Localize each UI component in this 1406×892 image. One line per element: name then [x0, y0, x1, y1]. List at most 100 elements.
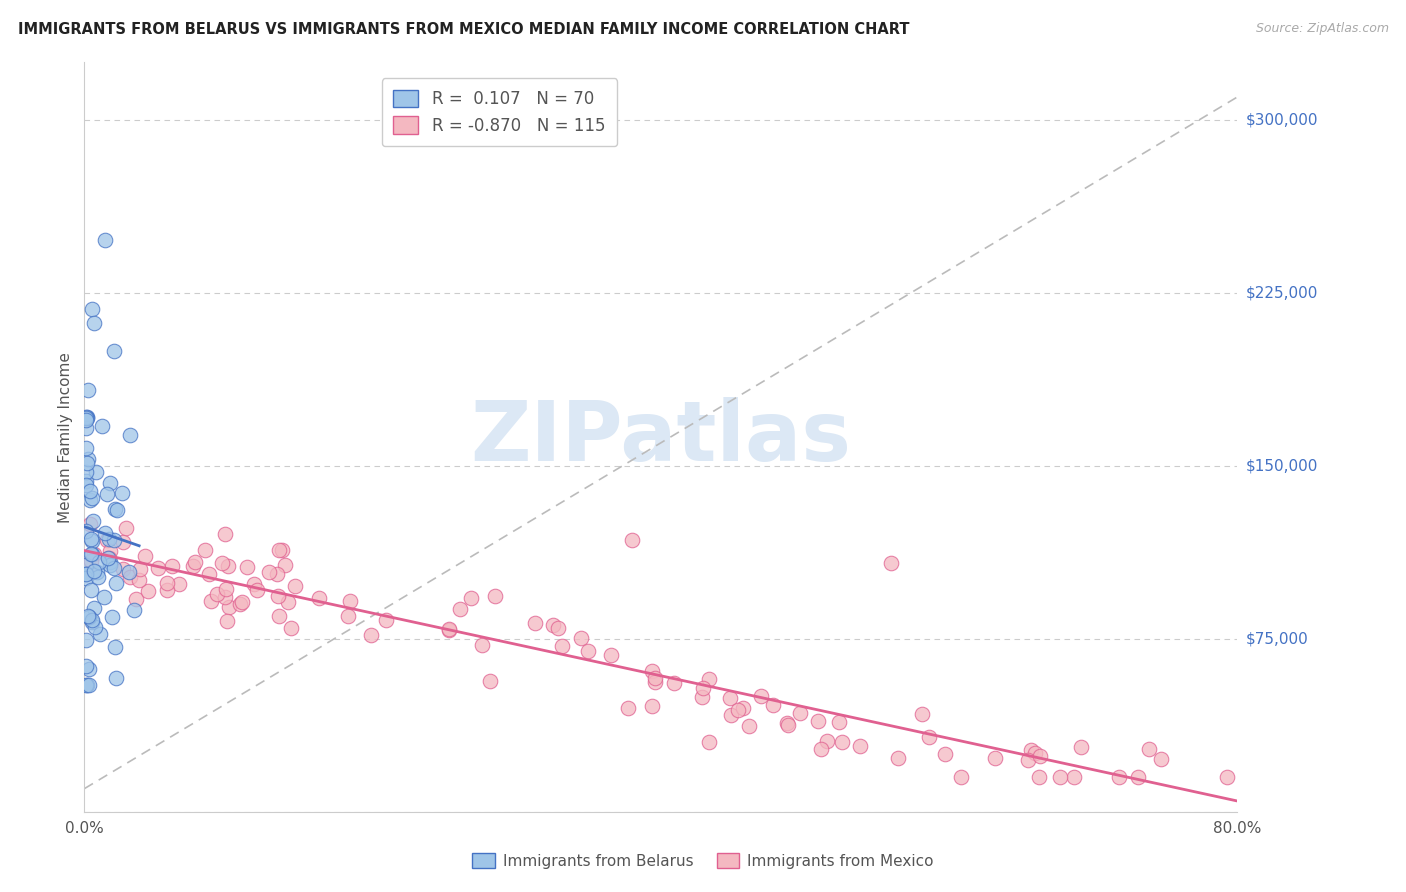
Point — [129, 562, 152, 576]
Point — [86, 569, 108, 583]
Point — [815, 733, 838, 747]
Point — [75, 566, 97, 581]
Point — [79, 554, 101, 568]
Point — [105, 671, 128, 685]
Point — [918, 731, 941, 745]
Point — [664, 676, 686, 690]
Point — [79, 547, 101, 561]
Point — [118, 565, 141, 579]
Point — [198, 566, 221, 581]
Point — [82, 491, 104, 505]
Point — [1028, 770, 1050, 784]
Point — [460, 591, 482, 605]
Point — [75, 571, 97, 585]
Point — [75, 558, 97, 573]
Point — [146, 560, 169, 574]
Text: $300,000: $300,000 — [1246, 112, 1317, 128]
Point — [215, 582, 238, 596]
Point — [949, 770, 972, 784]
Text: $225,000: $225,000 — [1246, 285, 1317, 301]
Point — [1108, 770, 1130, 784]
Point — [274, 558, 297, 572]
Point — [983, 751, 1005, 765]
Point — [82, 514, 104, 528]
Point — [828, 715, 851, 730]
Point — [103, 561, 125, 575]
Point — [75, 678, 97, 692]
Point — [617, 700, 640, 714]
Point — [277, 595, 299, 609]
Point — [880, 556, 903, 570]
Point — [214, 527, 236, 541]
Point — [125, 591, 148, 606]
Point — [97, 533, 120, 547]
Point — [1126, 770, 1149, 784]
Point — [94, 525, 117, 540]
Point — [75, 567, 97, 582]
Point — [89, 626, 111, 640]
Point — [360, 628, 382, 642]
Point — [1028, 749, 1050, 764]
Point — [75, 410, 97, 425]
Point — [104, 640, 127, 654]
Point — [79, 610, 101, 624]
Point — [80, 532, 103, 546]
Point — [218, 599, 240, 614]
Point — [257, 566, 280, 580]
Point — [105, 575, 128, 590]
Point — [831, 735, 853, 749]
Point — [83, 547, 105, 561]
Point — [84, 466, 107, 480]
Point — [231, 595, 253, 609]
Point — [599, 648, 621, 662]
Point — [697, 672, 720, 686]
Point — [104, 502, 127, 516]
Point — [97, 550, 120, 565]
Point — [75, 658, 97, 673]
Point — [75, 524, 97, 538]
Point — [76, 451, 98, 466]
Point — [84, 620, 107, 634]
Point — [789, 706, 811, 721]
Point — [690, 690, 713, 704]
Point — [267, 609, 290, 624]
Point — [1017, 753, 1039, 767]
Point — [775, 715, 797, 730]
Point — [280, 621, 302, 635]
Point — [194, 543, 217, 558]
Point — [778, 718, 800, 732]
Point — [87, 555, 110, 569]
Point — [184, 556, 207, 570]
Point — [1049, 770, 1071, 784]
Point — [524, 615, 547, 630]
Point — [217, 558, 239, 573]
Point — [160, 558, 183, 573]
Point — [471, 638, 494, 652]
Point — [82, 613, 104, 627]
Text: IMMIGRANTS FROM BELARUS VS IMMIGRANTS FROM MEXICO MEDIAN FAMILY INCOME CORRELATI: IMMIGRANTS FROM BELARUS VS IMMIGRANTS FR… — [18, 22, 910, 37]
Point — [205, 587, 228, 601]
Point — [75, 413, 97, 427]
Point — [720, 707, 742, 722]
Point — [449, 602, 471, 616]
Point — [98, 558, 121, 572]
Point — [100, 610, 122, 624]
Point — [211, 556, 233, 570]
Point — [214, 590, 236, 604]
Point — [215, 614, 238, 628]
Point — [77, 608, 100, 623]
Point — [437, 623, 460, 637]
Point — [887, 751, 910, 765]
Point — [111, 485, 134, 500]
Point — [77, 383, 100, 397]
Point — [339, 594, 361, 608]
Legend: R =  0.107   N = 70, R = -0.870   N = 115: R = 0.107 N = 70, R = -0.870 N = 115 — [382, 78, 617, 146]
Text: Source: ZipAtlas.com: Source: ZipAtlas.com — [1256, 22, 1389, 36]
Point — [156, 575, 179, 590]
Point — [266, 567, 288, 582]
Point — [155, 582, 177, 597]
Point — [236, 560, 259, 574]
Point — [124, 603, 146, 617]
Point — [93, 591, 115, 605]
Point — [271, 542, 294, 557]
